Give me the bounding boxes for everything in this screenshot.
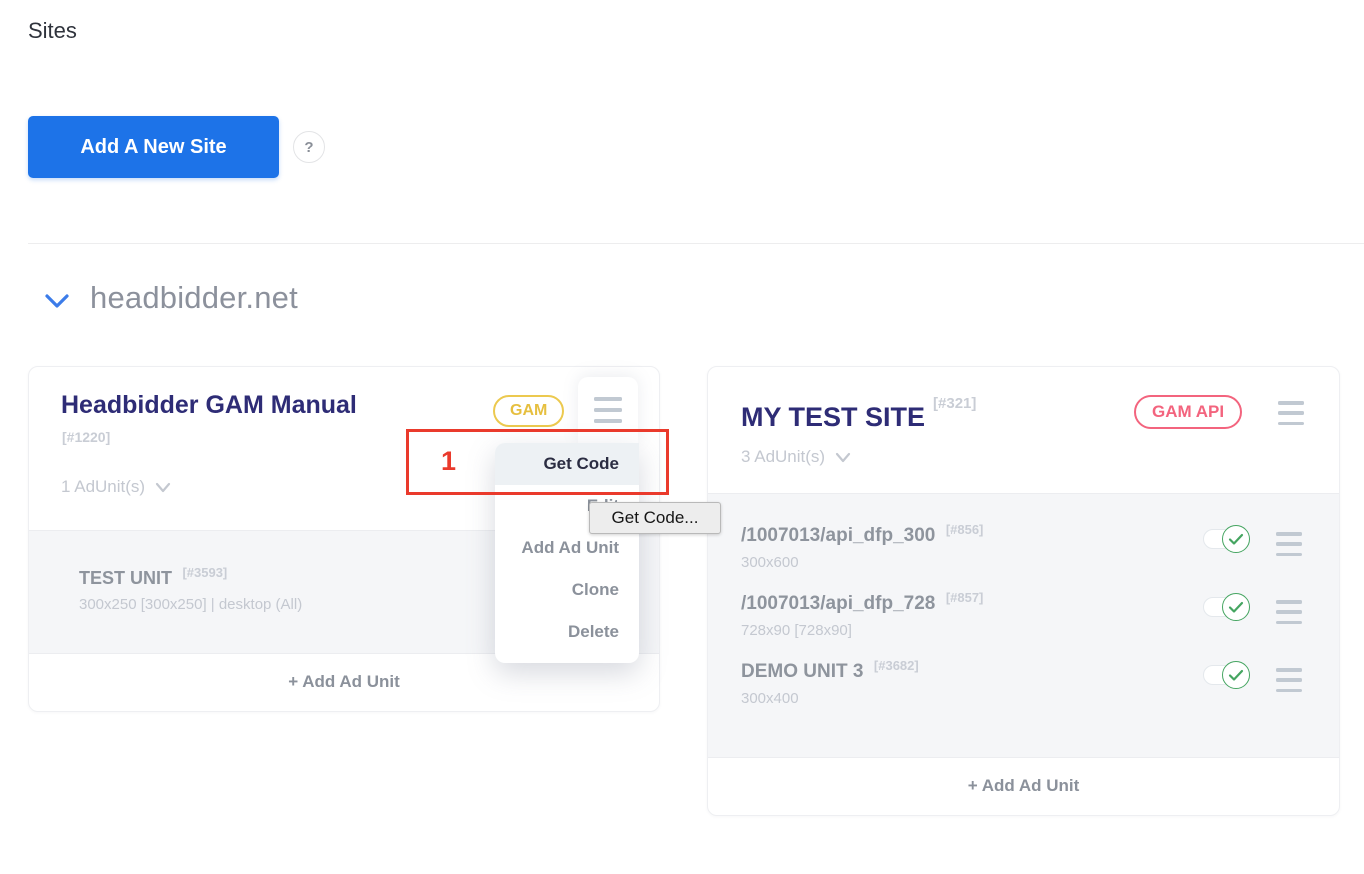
adunit-menu-icon[interactable]	[1276, 532, 1302, 556]
adunit-list: /1007013/api_dfp_300 [#856] 300x600 /100…	[708, 493, 1339, 758]
add-new-site-button[interactable]: Add A New Site	[28, 116, 279, 178]
page-title: Sites	[28, 18, 77, 43]
adunit-active-toggle[interactable]	[1203, 593, 1250, 621]
adunit-id-tag: [#3682]	[873, 658, 919, 673]
add-ad-unit-button[interactable]: + Add Ad Unit	[29, 653, 659, 711]
help-button[interactable]: ?	[293, 131, 325, 163]
adunit-details: 300x250 [300x250] | desktop (All)	[79, 596, 303, 613]
add-ad-unit-button[interactable]: + Add Ad Unit	[708, 757, 1339, 815]
adunit-name: /1007013/api_dfp_728	[741, 593, 936, 614]
site-group-header[interactable]: headbidder.net	[44, 280, 298, 316]
menu-item-delete[interactable]: Delete	[567, 622, 619, 641]
get-code-tooltip: Get Code...	[589, 502, 721, 534]
site-menu-icon[interactable]	[1278, 401, 1304, 425]
site-menu-button[interactable]	[578, 377, 638, 443]
adunit-details: 300x600	[741, 554, 799, 571]
adunit-menu-icon[interactable]	[1276, 668, 1302, 692]
site-title-text: MY TEST SITE	[741, 402, 926, 432]
adunit-count-label: 3 AdUnit(s)	[741, 447, 826, 466]
adunit-active-toggle[interactable]	[1203, 661, 1250, 689]
adunit-id-tag: [#856]	[945, 522, 984, 537]
chevron-down-icon	[155, 482, 171, 492]
site-card-my-test-site: MY TEST SITE [#321] GAM API 3 AdUnit(s) /…	[707, 366, 1340, 816]
adunit-row: DEMO UNIT 3 [#3682] 300x400	[741, 658, 1339, 720]
adunit-count-toggle[interactable]: 1 AdUnit(s)	[61, 477, 171, 497]
check-circle-icon	[1222, 525, 1250, 553]
adunit-item[interactable]: TEST UNIT [#3593] 300x250 [300x250] | de…	[79, 565, 302, 613]
adunit-count-label: 1 AdUnit(s)	[61, 477, 146, 496]
site-id-tag: [#321]	[933, 395, 977, 412]
question-mark-icon: ?	[304, 138, 314, 156]
adunit-name: TEST UNIT	[79, 568, 172, 588]
divider	[28, 243, 1364, 244]
site-title: MY TEST SITE [#321]	[741, 395, 976, 433]
adunit-details: 728x90 [728x90]	[741, 622, 852, 639]
site-group-name: headbidder.net	[90, 280, 298, 315]
gam-badge: GAM	[493, 395, 565, 427]
adunit-id-tag: [#3593]	[182, 565, 228, 580]
adunit-name: DEMO UNIT 3	[741, 661, 864, 682]
site-menu-icon	[594, 397, 622, 423]
adunit-row: /1007013/api_dfp_728 [#857] 728x90 [728x…	[741, 590, 1339, 652]
adunit-name: /1007013/api_dfp_300	[741, 525, 936, 546]
check-circle-icon	[1222, 593, 1250, 621]
menu-item-add-ad-unit[interactable]: Add Ad Unit	[521, 538, 619, 557]
menu-item-clone[interactable]: Clone	[571, 580, 619, 599]
menu-item-get-code[interactable]: Get Code	[495, 443, 639, 485]
adunit-active-toggle[interactable]	[1203, 525, 1250, 553]
chevron-down-icon	[45, 294, 69, 308]
adunit-count-toggle[interactable]: 3 AdUnit(s)	[741, 447, 851, 467]
site-id-tag: [#1220]	[62, 429, 111, 445]
adunit-menu-icon[interactable]	[1276, 600, 1302, 624]
adunit-row: /1007013/api_dfp_300 [#856] 300x600	[741, 522, 1339, 584]
chevron-down-icon	[835, 452, 851, 462]
adunit-id-tag: [#857]	[945, 590, 984, 605]
site-context-menu: Get Code Edit Add Ad Unit Clone Delete	[495, 443, 639, 663]
check-circle-icon	[1222, 661, 1250, 689]
adunit-details: 300x400	[741, 690, 799, 707]
site-title: Headbidder GAM Manual	[61, 391, 357, 419]
gam-api-badge: GAM API	[1134, 395, 1243, 429]
